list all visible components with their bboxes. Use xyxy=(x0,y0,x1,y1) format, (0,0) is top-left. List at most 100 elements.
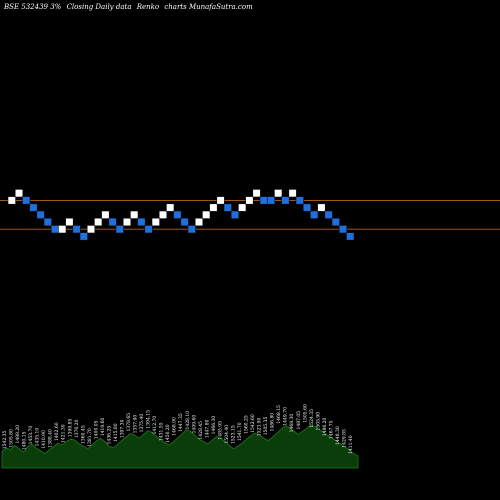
down-brick xyxy=(173,210,182,219)
volume-label: 1415.80 xyxy=(113,423,119,442)
up-brick xyxy=(288,189,297,198)
volume-area-shape xyxy=(1,424,359,469)
volume-label: 1397.30 xyxy=(120,419,126,438)
up-brick xyxy=(94,217,103,227)
volume-label: 1505.90 xyxy=(315,412,321,431)
volume-label: 1388.40 xyxy=(48,429,54,448)
volume-label: 1450.20 xyxy=(165,424,171,443)
volume-label: 1505.35 xyxy=(263,417,269,436)
volume-label: 1400.05 xyxy=(93,420,99,439)
down-brick xyxy=(346,232,355,241)
down-brick xyxy=(324,210,333,219)
volume-label: 1485.95 xyxy=(217,421,223,440)
down-brick xyxy=(295,196,304,205)
volume-label: 1411.40 xyxy=(348,435,354,454)
volume-label: 1381.70 xyxy=(87,428,93,447)
down-brick xyxy=(115,225,124,234)
volume-label: 1375.40 xyxy=(139,414,145,433)
up-brick xyxy=(216,196,225,205)
down-brick xyxy=(29,203,38,212)
down-brick xyxy=(180,217,189,227)
down-brick xyxy=(266,196,276,205)
volume-label: 1378.65 xyxy=(126,413,132,432)
down-brick xyxy=(310,210,319,219)
up-brick xyxy=(274,189,283,198)
volume-label: 1505.80 xyxy=(9,429,15,448)
down-brick xyxy=(223,203,232,212)
volume-label: 1467.75 xyxy=(328,420,334,439)
volume-label: 1410.90 xyxy=(41,430,47,449)
renko-bricks xyxy=(7,189,355,241)
chart-title: BSE 532439 3% Closing Daily data Renko c… xyxy=(3,3,253,11)
up-brick xyxy=(238,203,247,212)
volume-label: 1447.35 xyxy=(178,413,184,432)
volume-label: 1412.70 xyxy=(152,416,158,435)
up-brick xyxy=(14,189,24,198)
volume-labels: 1542.35 1505.80 1498.20 1480.15 1453.70 1435.… xyxy=(2,404,354,454)
volume-label: 1523.90 xyxy=(257,417,263,436)
volume-label: 1399.85 xyxy=(67,418,73,437)
up-brick xyxy=(158,210,168,219)
volume-label: 1447.80 xyxy=(204,419,210,438)
title-chart-name: Renko xyxy=(136,3,159,11)
down-brick xyxy=(331,217,340,227)
volume-label: 1402.60 xyxy=(54,422,60,441)
volume-label: 1466.30 xyxy=(211,416,217,435)
down-brick xyxy=(230,210,240,219)
up-brick xyxy=(202,210,211,219)
volume-label: 1541.70 xyxy=(237,422,243,441)
up-brick xyxy=(151,217,160,227)
volume-label: 1523.15 xyxy=(230,425,236,444)
volume-label: 1468.90 xyxy=(172,417,178,436)
volume-label: 1480.15 xyxy=(22,431,28,450)
volume-label: 1435.10 xyxy=(35,428,41,447)
volume-label: 1428.45 xyxy=(198,421,204,440)
up-brick xyxy=(122,217,132,227)
volume-label: 1542.35 xyxy=(2,430,8,449)
volume-label: 1505.60 xyxy=(302,404,308,423)
volume-label: 1429.85 xyxy=(341,429,347,448)
up-brick xyxy=(194,217,204,227)
volume-label: 1524.35 xyxy=(309,409,315,428)
volume-label: 1376.20 xyxy=(74,419,80,438)
down-brick xyxy=(338,225,348,234)
volume-label: 1409.60 xyxy=(191,415,197,434)
volume-label: 1357.90 xyxy=(133,415,139,434)
volume-label: 1419.60 xyxy=(100,417,106,436)
down-brick xyxy=(72,225,81,234)
down-brick xyxy=(302,203,312,212)
up-brick xyxy=(209,203,218,212)
up-brick xyxy=(86,225,96,234)
down-brick xyxy=(187,225,196,234)
down-brick xyxy=(79,232,88,241)
down-brick xyxy=(22,196,31,205)
up-brick xyxy=(101,210,110,219)
up-brick xyxy=(65,217,74,227)
up-brick xyxy=(245,196,254,205)
title-source: charts MunafaSutra.com xyxy=(164,3,253,11)
volume-label: 1448.30 xyxy=(335,426,341,445)
down-brick xyxy=(137,217,146,227)
down-brick xyxy=(108,217,117,227)
volume-label: 1394.15 xyxy=(146,410,152,429)
volume-label: 1449.70 xyxy=(283,407,289,426)
volume-label: 1436.25 xyxy=(106,426,112,445)
volume-label: 1486.20 xyxy=(322,417,328,436)
down-brick xyxy=(36,210,45,219)
volume-label: 1360.45 xyxy=(80,425,86,444)
up-brick xyxy=(252,189,261,198)
down-brick xyxy=(281,196,290,205)
down-brick xyxy=(50,225,60,234)
volume-area xyxy=(1,424,359,469)
volume-label: 1428.10 xyxy=(185,411,191,430)
up-brick xyxy=(7,196,16,205)
volume-label: 1421.30 xyxy=(61,424,67,443)
up-brick xyxy=(130,210,139,219)
volume-label: 1487.05 xyxy=(296,411,302,430)
volume-label: 1468.30 xyxy=(289,414,295,433)
up-brick xyxy=(166,203,175,212)
title-subtitle: Closing Daily data xyxy=(67,3,132,11)
volume-label: 1560.25 xyxy=(244,415,250,434)
